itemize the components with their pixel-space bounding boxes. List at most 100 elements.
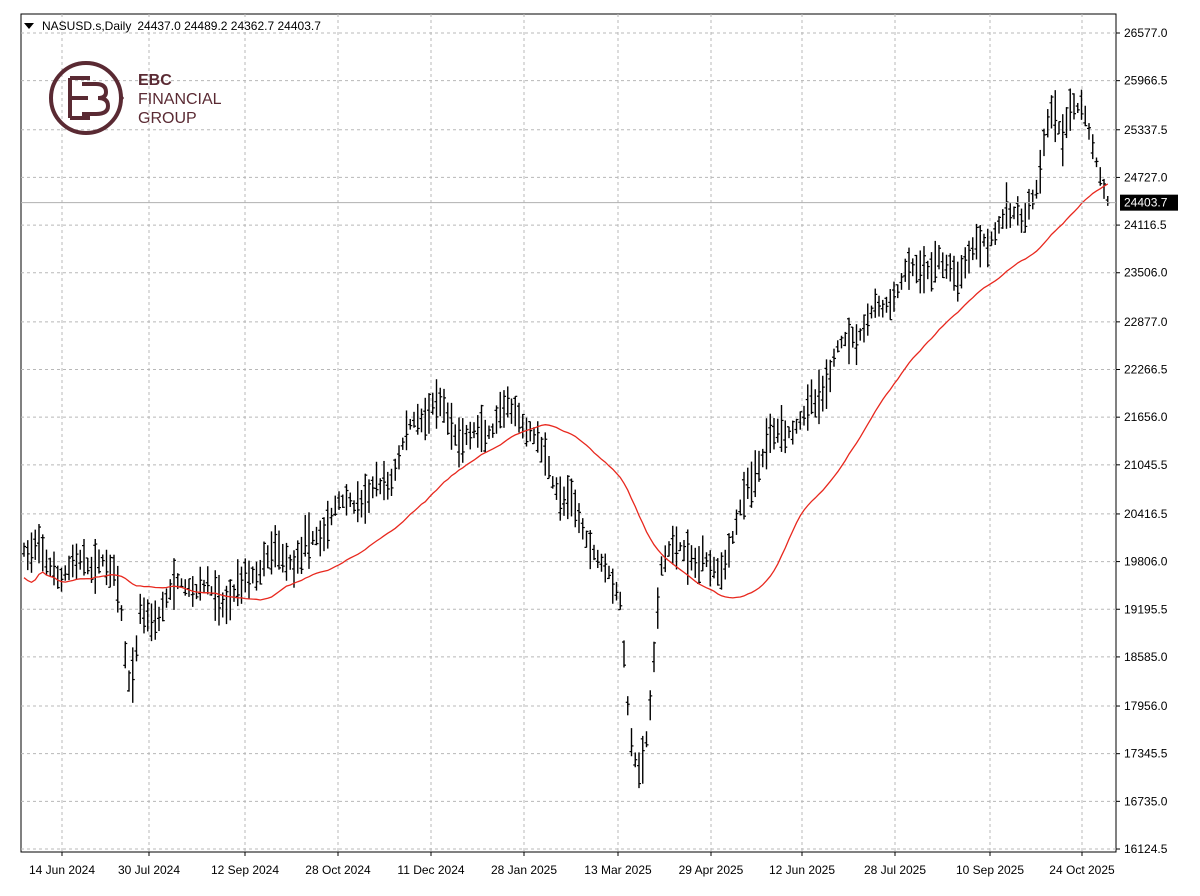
ohlc-bar [1012, 206, 1016, 220]
ohlc-bar [1030, 189, 1035, 210]
ohlc-bar [865, 303, 870, 336]
ohlc-bar [1008, 203, 1013, 228]
ohlc-bar [250, 566, 255, 584]
ebc-logo: EBC FINANCIAL GROUP [46, 58, 222, 140]
ohlc-bar [172, 558, 176, 610]
ohlc-bar [592, 544, 596, 561]
ohlc-bar [989, 231, 994, 247]
ohlc-bar [1023, 202, 1028, 233]
ohlc-bar [798, 411, 803, 430]
y-tick-label: 21656.0 [1124, 410, 1168, 424]
ohlc-bar [352, 500, 356, 514]
ohlc-bar [715, 558, 720, 586]
ohlc-bar [959, 255, 964, 289]
ohlc-bar [363, 473, 368, 524]
ohlc-bar [577, 503, 581, 534]
ohlc-bar [307, 512, 311, 569]
plot-frame [20, 13, 1117, 853]
ohlc-bar [655, 587, 660, 629]
ohlc-bar [138, 593, 143, 624]
ohlc-bar [629, 728, 634, 757]
ohlc-bar [423, 397, 428, 441]
ohlc-bar [464, 424, 469, 446]
ohlc-bar [745, 467, 750, 499]
ohlc-bar [333, 495, 338, 516]
logo-line-1: EBC [138, 71, 172, 89]
ohlc-bar [700, 535, 705, 572]
ohlc-bar [430, 392, 435, 415]
ohlc-bar [299, 536, 304, 574]
ohlc-bar [1019, 208, 1024, 233]
ohlc-bar [835, 340, 840, 353]
ohlc-bar [247, 560, 251, 599]
ohlc-bar [738, 499, 743, 516]
ohlc-bar [479, 404, 484, 453]
ohlc-bar [29, 532, 34, 573]
ohlc-bar [528, 421, 533, 442]
ohlc-bar [198, 566, 203, 601]
x-tick-label: 10 Sep 2025 [956, 863, 1024, 877]
ohlc-bar [25, 540, 30, 571]
ohlc-bar [149, 603, 154, 642]
ohlc-bar [1094, 157, 1099, 168]
ohlc-bar [55, 565, 60, 589]
ohlc-bar [314, 526, 319, 546]
ohlc-bar [753, 450, 758, 498]
ohlc-bar [494, 405, 499, 434]
ohlc-bar [802, 405, 806, 426]
current-price-tag [1120, 194, 1178, 211]
ohlc-bar [727, 533, 731, 568]
ohlc-bar [498, 391, 503, 429]
ohlc-bar [359, 489, 364, 518]
x-tick-label: 29 Apr 2025 [679, 863, 744, 877]
ohlc-bar [850, 326, 855, 348]
ohlc-bar [539, 436, 544, 463]
ohlc-bar [59, 567, 64, 592]
ohlc-bar [712, 556, 716, 579]
ohlc-bar [1064, 107, 1069, 139]
ohlc-bar [689, 545, 694, 571]
ohlc-bar [1049, 95, 1054, 129]
ohlc-bar [719, 552, 724, 590]
ohlc-bar [1098, 167, 1103, 186]
ohlc-bar [997, 216, 1001, 234]
moving-average-line [23, 183, 1109, 601]
ohlc-bar [1057, 121, 1061, 135]
dropdown-triangle-icon[interactable] [24, 23, 34, 29]
ohlc-bar [153, 600, 158, 640]
ohlc-bar [119, 605, 124, 621]
ohlc-bar [483, 419, 488, 453]
ohlc-bar [805, 384, 810, 431]
ohlc-bar [288, 554, 293, 570]
ohlc-bar [168, 579, 173, 600]
ohlc-bar [607, 565, 611, 580]
ohlc-bar [217, 574, 221, 626]
ohlc-bar [127, 670, 131, 692]
ohlc-bar [697, 546, 701, 584]
ohlc-bar [543, 432, 548, 476]
ohlc-bar [220, 592, 225, 618]
ohlc-bar [209, 586, 214, 596]
ohlc-bar [1090, 134, 1095, 160]
ohlc-bar [933, 240, 938, 283]
ohlc-bar [532, 427, 536, 445]
ohlc-bar [614, 581, 619, 601]
ohlc-bar [329, 507, 334, 526]
ohlc-bar [625, 696, 630, 716]
ohlc-bar [262, 541, 266, 577]
ohlc-bar [888, 289, 893, 321]
symbol-label: NASUSD.s,Daily [42, 19, 132, 33]
ohlc-bar [622, 640, 626, 668]
ohlc-bar [457, 417, 461, 468]
ohlc-bar [1102, 178, 1106, 199]
ohlc-bar [892, 281, 896, 312]
ohlc-bar [52, 551, 56, 586]
ohlc-bar [277, 530, 281, 570]
ohlc-bar [554, 477, 559, 500]
logo-line-2: FINANCIAL [138, 90, 222, 108]
ohlc-bar [877, 295, 881, 317]
ohlc-bar [453, 424, 458, 446]
ohlc-bar [1027, 188, 1031, 220]
